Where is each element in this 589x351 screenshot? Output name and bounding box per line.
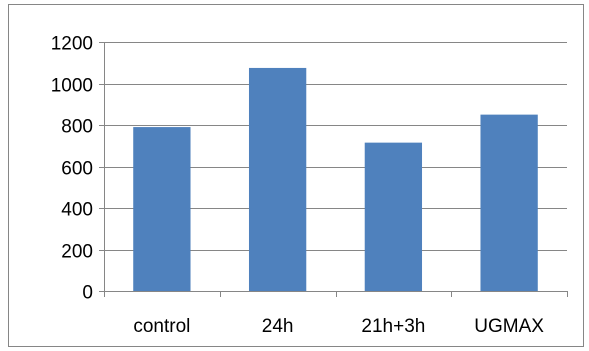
- y-tick-label-400: 400: [61, 200, 93, 221]
- y-tick-label-200: 200: [61, 242, 93, 263]
- x-tick-label-control: control: [133, 316, 190, 337]
- y-tick-label-0: 0: [82, 283, 93, 304]
- x-axis-tick-labels: control 24h 21h+3h UGMAX: [133, 316, 544, 337]
- x-tick-label-ugmax: UGMAX: [474, 316, 544, 337]
- y-axis-tick-labels: 0 200 400 600 800 1000 1200: [51, 34, 93, 304]
- x-tick-label-21h-3h: 21h+3h: [361, 316, 425, 337]
- y-tick-label-600: 600: [61, 159, 93, 180]
- bar-21h-3h: [365, 143, 422, 291]
- bar-control: [133, 127, 190, 291]
- y-tick-label-800: 800: [61, 117, 93, 138]
- bar-ugmax: [480, 115, 537, 291]
- x-tick-label-24h: 24h: [262, 316, 294, 337]
- y-tick-label-1000: 1000: [51, 76, 93, 97]
- bar-24h: [249, 68, 306, 291]
- y-tick-label-1200: 1200: [51, 34, 93, 55]
- bars: [133, 68, 538, 291]
